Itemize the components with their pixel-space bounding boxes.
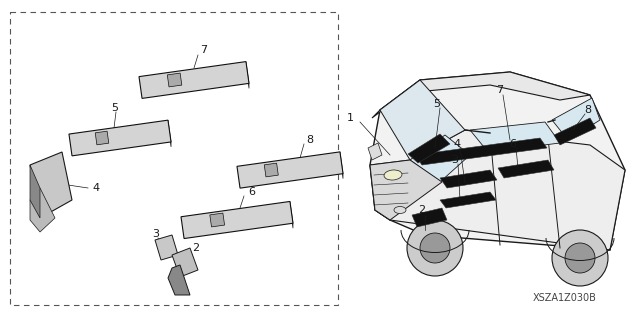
Text: 8: 8: [584, 105, 591, 115]
Polygon shape: [167, 73, 182, 87]
Text: 2: 2: [192, 243, 199, 253]
Polygon shape: [440, 192, 496, 208]
Circle shape: [420, 233, 450, 263]
Polygon shape: [415, 138, 547, 165]
Text: 2: 2: [419, 205, 426, 215]
Polygon shape: [370, 160, 442, 220]
Polygon shape: [498, 160, 554, 178]
Polygon shape: [210, 213, 225, 227]
Polygon shape: [340, 152, 343, 179]
Text: 5: 5: [433, 99, 440, 109]
Polygon shape: [168, 265, 190, 295]
Polygon shape: [290, 202, 293, 228]
Polygon shape: [412, 208, 447, 227]
Text: 3: 3: [152, 229, 159, 239]
Text: 7: 7: [497, 85, 504, 95]
Circle shape: [552, 230, 608, 286]
Polygon shape: [440, 170, 497, 188]
Text: 1: 1: [347, 113, 354, 123]
Polygon shape: [410, 135, 470, 182]
Polygon shape: [380, 80, 465, 160]
Polygon shape: [246, 62, 249, 88]
Text: XSZA1Z030B: XSZA1Z030B: [533, 293, 597, 303]
Text: 4: 4: [453, 139, 461, 149]
Text: 6: 6: [509, 139, 516, 149]
Polygon shape: [69, 120, 171, 156]
Polygon shape: [168, 120, 171, 147]
Ellipse shape: [384, 170, 402, 180]
Polygon shape: [30, 165, 40, 218]
Polygon shape: [370, 72, 625, 250]
Polygon shape: [237, 152, 343, 188]
Circle shape: [407, 220, 463, 276]
Polygon shape: [181, 202, 293, 239]
Polygon shape: [408, 134, 450, 163]
Polygon shape: [30, 188, 55, 232]
Text: 3: 3: [451, 155, 458, 165]
Polygon shape: [172, 248, 198, 277]
Polygon shape: [139, 62, 249, 98]
Polygon shape: [375, 183, 425, 220]
Polygon shape: [155, 235, 178, 260]
Ellipse shape: [394, 206, 406, 213]
Polygon shape: [370, 130, 625, 250]
Text: 8: 8: [306, 135, 313, 145]
Polygon shape: [408, 170, 460, 195]
Polygon shape: [554, 118, 596, 145]
Polygon shape: [552, 98, 600, 140]
Polygon shape: [30, 152, 72, 218]
Text: 6: 6: [248, 187, 255, 197]
Text: 7: 7: [200, 45, 207, 55]
Polygon shape: [95, 131, 109, 145]
Polygon shape: [372, 72, 590, 118]
Polygon shape: [368, 143, 382, 160]
Text: 5: 5: [111, 103, 118, 113]
Polygon shape: [264, 163, 278, 177]
Text: 4: 4: [92, 183, 99, 193]
Circle shape: [565, 243, 595, 273]
Polygon shape: [470, 122, 560, 152]
